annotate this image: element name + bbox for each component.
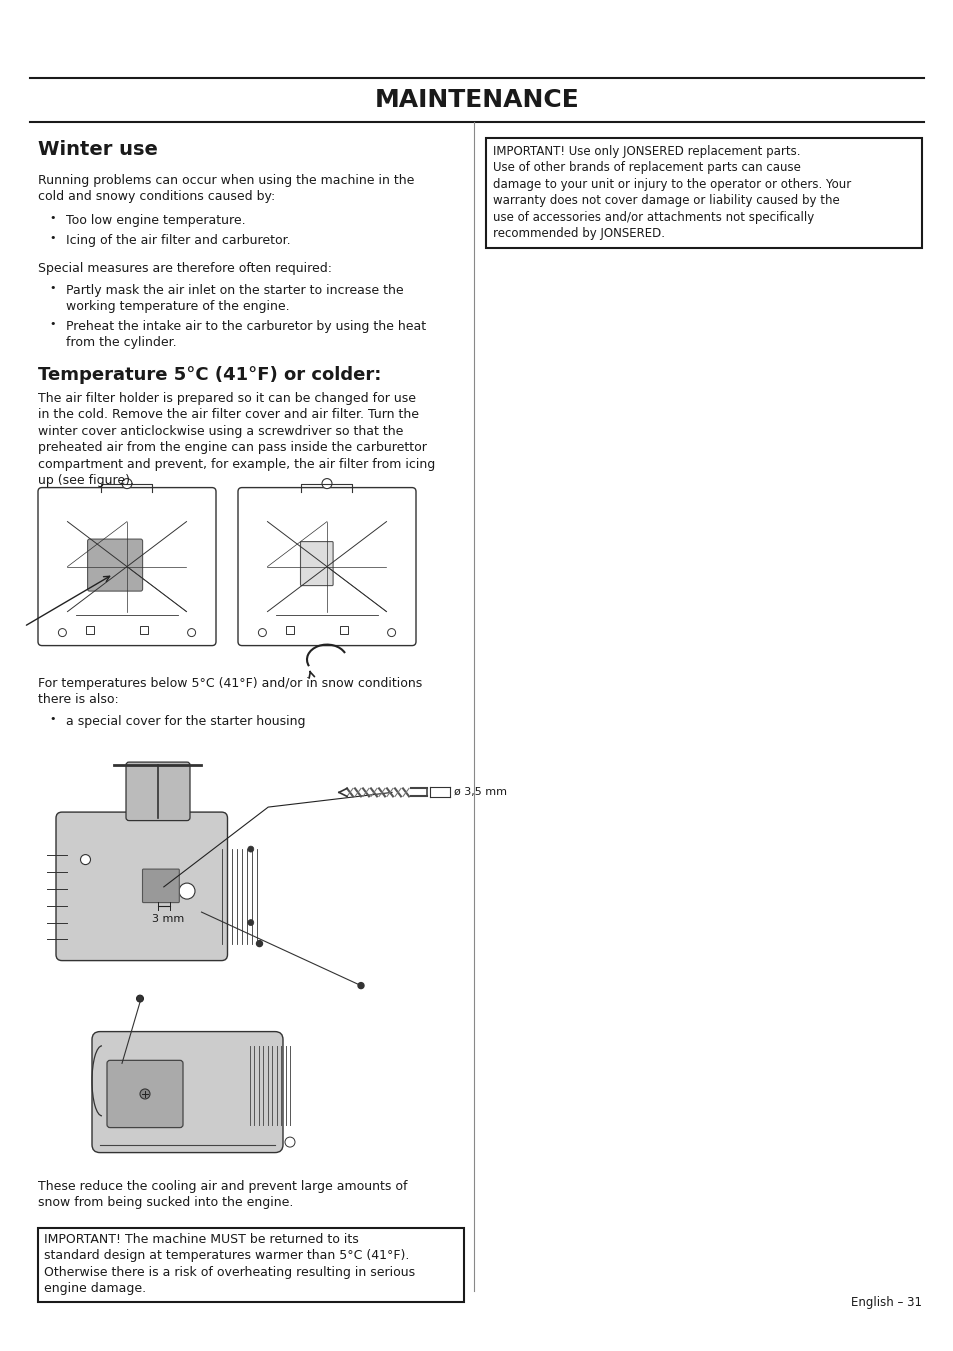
Circle shape bbox=[256, 940, 262, 947]
Text: •: • bbox=[49, 282, 55, 293]
Text: •: • bbox=[49, 232, 55, 243]
Circle shape bbox=[140, 1089, 150, 1098]
Text: English – 31: English – 31 bbox=[850, 1296, 921, 1309]
Text: 3 mm: 3 mm bbox=[152, 915, 184, 924]
Text: Too low engine temperature.: Too low engine temperature. bbox=[66, 213, 245, 227]
Circle shape bbox=[58, 628, 67, 636]
Circle shape bbox=[258, 628, 266, 636]
FancyBboxPatch shape bbox=[485, 138, 921, 247]
FancyBboxPatch shape bbox=[88, 539, 142, 592]
Text: For temperatures below 5°C (41°F) and/or in snow conditions
there is also:: For temperatures below 5°C (41°F) and/or… bbox=[38, 677, 422, 707]
Text: ø 3,5 mm: ø 3,5 mm bbox=[454, 788, 506, 797]
Circle shape bbox=[80, 855, 91, 865]
FancyBboxPatch shape bbox=[91, 1032, 283, 1152]
FancyBboxPatch shape bbox=[237, 488, 416, 646]
Bar bbox=[285, 626, 294, 634]
FancyBboxPatch shape bbox=[38, 1228, 463, 1301]
Circle shape bbox=[322, 478, 332, 489]
Text: IMPORTANT! Use only JONSERED replacement parts.
Use of other brands of replaceme: IMPORTANT! Use only JONSERED replacement… bbox=[493, 145, 850, 240]
Text: •: • bbox=[49, 319, 55, 328]
Text: Winter use: Winter use bbox=[38, 139, 157, 158]
Circle shape bbox=[248, 920, 253, 925]
Bar bbox=[339, 626, 348, 634]
Text: MAINTENANCE: MAINTENANCE bbox=[375, 88, 578, 112]
Circle shape bbox=[179, 884, 194, 898]
Text: Special measures are therefore often required:: Special measures are therefore often req… bbox=[38, 262, 332, 274]
Text: IMPORTANT! The machine MUST be returned to its
standard design at temperatures w: IMPORTANT! The machine MUST be returned … bbox=[44, 1232, 415, 1296]
FancyBboxPatch shape bbox=[126, 762, 190, 820]
Text: These reduce the cooling air and prevent large amounts of
snow from being sucked: These reduce the cooling air and prevent… bbox=[38, 1179, 407, 1209]
FancyBboxPatch shape bbox=[107, 1061, 183, 1128]
Text: Preheat the intake air to the carburetor by using the heat
from the cylinder.: Preheat the intake air to the carburetor… bbox=[66, 320, 426, 349]
Circle shape bbox=[357, 982, 364, 989]
FancyBboxPatch shape bbox=[300, 542, 333, 585]
Text: Running problems can occur when using the machine in the
cold and snowy conditio: Running problems can occur when using th… bbox=[38, 173, 414, 203]
Circle shape bbox=[122, 478, 132, 489]
Text: The air filter holder is prepared so it can be changed for use
in the cold. Remo: The air filter holder is prepared so it … bbox=[38, 392, 435, 488]
Text: Partly mask the air inlet on the starter to increase the
working temperature of : Partly mask the air inlet on the starter… bbox=[66, 284, 403, 313]
FancyBboxPatch shape bbox=[56, 812, 227, 961]
FancyBboxPatch shape bbox=[38, 488, 215, 646]
Circle shape bbox=[136, 996, 143, 1002]
Circle shape bbox=[285, 1138, 294, 1147]
Text: Temperature 5°C (41°F) or colder:: Temperature 5°C (41°F) or colder: bbox=[38, 366, 381, 384]
Text: •: • bbox=[49, 713, 55, 724]
Circle shape bbox=[387, 628, 395, 636]
Text: •: • bbox=[49, 212, 55, 223]
Circle shape bbox=[248, 846, 253, 852]
Circle shape bbox=[188, 628, 195, 636]
FancyBboxPatch shape bbox=[142, 869, 179, 902]
Bar bbox=[86, 626, 93, 634]
Bar bbox=[140, 626, 148, 634]
Text: a special cover for the starter housing: a special cover for the starter housing bbox=[66, 715, 305, 728]
Text: Icing of the air filter and carburetor.: Icing of the air filter and carburetor. bbox=[66, 234, 291, 247]
